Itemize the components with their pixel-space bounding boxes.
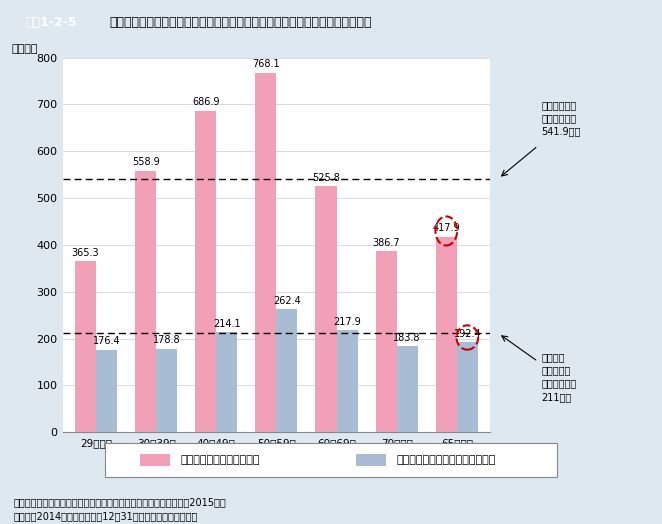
Bar xyxy=(336,330,357,432)
Bar xyxy=(316,186,336,432)
Bar xyxy=(256,73,277,432)
Text: １世帯当たり平均所得金額: １世帯当たり平均所得金額 xyxy=(180,455,260,465)
Text: １世帯当たり
平均所得金額
541.9万円: １世帯当たり 平均所得金額 541.9万円 xyxy=(542,100,581,136)
Text: 世帯人員
１人当たり
平均所得金額
211万円: 世帯人員 １人当たり 平均所得金額 211万円 xyxy=(542,352,577,402)
Text: 世帯主の年齢階級別に見た１世帯当たり及び世帯人員１人当たり平均所得金額: 世帯主の年齢階級別に見た１世帯当たり及び世帯人員１人当たり平均所得金額 xyxy=(109,16,372,29)
Bar xyxy=(277,309,297,432)
Text: 686.9: 686.9 xyxy=(192,97,220,107)
Text: 図表1-2-5: 図表1-2-5 xyxy=(26,16,77,29)
Text: 217.9: 217.9 xyxy=(333,317,361,327)
Bar xyxy=(75,261,96,432)
Text: 183.8: 183.8 xyxy=(393,333,421,343)
Bar xyxy=(135,170,156,432)
Text: 176.4: 176.4 xyxy=(93,336,120,346)
Text: 178.8: 178.8 xyxy=(153,335,181,345)
Text: （万円）: （万円） xyxy=(12,44,38,54)
Text: 386.7: 386.7 xyxy=(372,238,400,248)
FancyBboxPatch shape xyxy=(105,443,557,477)
Bar xyxy=(457,342,478,432)
Bar xyxy=(356,454,387,466)
Bar xyxy=(156,348,177,432)
Text: 192.4: 192.4 xyxy=(453,329,481,339)
Bar xyxy=(436,237,457,432)
Bar xyxy=(96,350,117,432)
Text: 558.9: 558.9 xyxy=(132,157,160,167)
Bar xyxy=(397,346,418,432)
Text: 資料：厚生労働省政策統括官付世帯統計室「国民生活基礎調査」（2015年）
（注）　2014年１月１日から12月31日までの１年間の所得。: 資料：厚生労働省政策統括官付世帯統計室「国民生活基礎調査」（2015年） （注）… xyxy=(13,497,226,521)
Text: 214.1: 214.1 xyxy=(213,319,240,329)
Text: 365.3: 365.3 xyxy=(71,248,99,258)
Text: 525.8: 525.8 xyxy=(312,173,340,183)
Text: 262.4: 262.4 xyxy=(273,296,301,306)
Bar xyxy=(195,111,216,432)
Bar xyxy=(140,454,170,466)
Bar xyxy=(375,251,397,432)
Text: 417.9: 417.9 xyxy=(432,223,460,233)
Text: 世帯人員１人当たり平均所得金額: 世帯人員１人当たり平均所得金額 xyxy=(397,455,496,465)
Bar xyxy=(216,332,237,432)
Text: 768.1: 768.1 xyxy=(252,59,279,69)
